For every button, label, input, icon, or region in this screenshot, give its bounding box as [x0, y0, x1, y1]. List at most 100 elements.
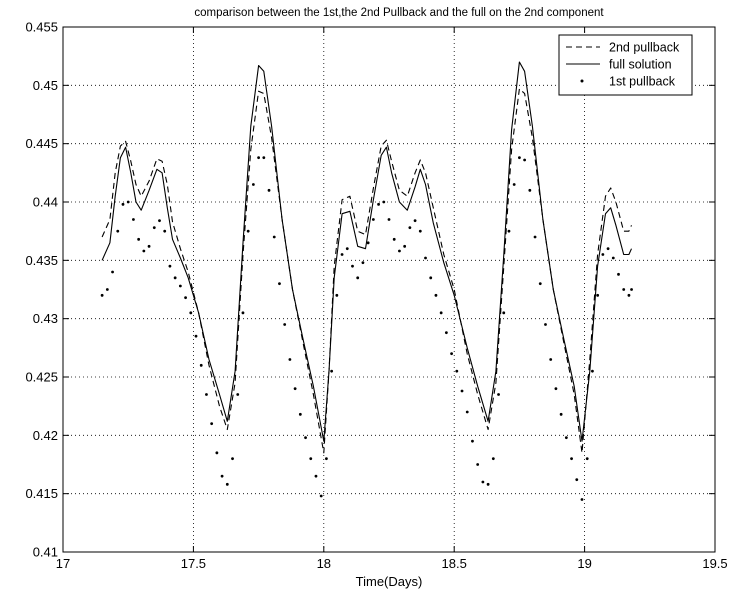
y-tick-label: 0.42	[33, 428, 58, 443]
data-point	[137, 237, 141, 241]
data-point	[152, 226, 156, 230]
data-point	[330, 369, 334, 373]
data-point	[392, 237, 396, 241]
data-point	[356, 276, 360, 280]
x-axis-label: Time(Days)	[356, 574, 423, 589]
data-point	[570, 457, 573, 461]
data-point	[126, 200, 130, 204]
legend-label: full solution	[609, 58, 672, 72]
legend-item-1st-pullback: 1st pullback	[580, 75, 676, 89]
data-point	[439, 311, 443, 315]
data-point	[231, 457, 234, 461]
data-point	[283, 323, 287, 326]
y-tick-label: 0.44	[33, 195, 58, 210]
data-point	[591, 369, 594, 373]
legend-item-full-solution: full solution	[566, 58, 672, 72]
data-point	[518, 156, 521, 160]
data-point	[189, 311, 193, 315]
data-point	[246, 229, 250, 233]
legend-label: 2nd pullback	[609, 41, 680, 55]
data-point	[158, 219, 161, 223]
y-tick-label: 0.435	[25, 253, 58, 268]
y-tick-label: 0.425	[25, 370, 58, 385]
data-point	[184, 296, 187, 300]
data-point	[465, 410, 469, 414]
data-point	[554, 387, 558, 391]
data-point	[251, 183, 255, 186]
legend-label: 1st pullback	[609, 75, 676, 89]
data-point	[585, 457, 589, 461]
data-point	[215, 451, 219, 455]
data-point	[236, 393, 240, 396]
data-point	[199, 363, 203, 367]
data-point	[476, 463, 480, 466]
data-point	[523, 158, 527, 162]
data-point	[298, 412, 302, 416]
data-point	[257, 156, 260, 160]
data-point	[351, 264, 354, 268]
data-point	[444, 331, 448, 335]
series-line-2nd-pullback	[101, 88, 633, 454]
data-point	[304, 436, 307, 440]
data-point	[549, 358, 553, 361]
data-point	[533, 235, 537, 239]
data-point	[486, 482, 490, 486]
chart-title: comparison between the 1st,the 2nd Pullb…	[194, 7, 604, 19]
data-point	[403, 244, 407, 248]
data-point	[622, 288, 626, 291]
data-point	[450, 352, 453, 356]
data-point	[564, 436, 568, 440]
data-point	[611, 256, 615, 260]
y-tick-label: 0.41	[33, 545, 58, 560]
data-point	[398, 249, 401, 253]
x-tick-label: 18.5	[442, 556, 467, 571]
y-tick-label: 0.455	[25, 20, 58, 35]
data-point	[319, 494, 323, 498]
data-point	[173, 276, 177, 280]
data-point	[371, 218, 375, 221]
y-tick-label: 0.415	[25, 486, 58, 501]
data-point	[142, 249, 146, 253]
data-point	[408, 226, 412, 230]
series-1st-pullback	[100, 156, 633, 501]
data-point	[606, 247, 610, 251]
data-point	[100, 293, 104, 297]
y-tick-label: 0.445	[25, 136, 58, 151]
data-point	[220, 474, 224, 478]
data-point	[418, 229, 422, 233]
legend: 2nd pullback full solution 1st pullback	[558, 34, 693, 96]
data-point	[580, 498, 584, 501]
data-point	[325, 457, 328, 461]
data-point	[168, 264, 172, 268]
data-point	[455, 369, 459, 373]
data-point	[377, 202, 380, 206]
data-point	[278, 282, 281, 286]
data-point	[424, 256, 427, 260]
y-tick-label: 0.45	[33, 78, 58, 93]
data-point	[507, 229, 511, 233]
data-point	[147, 244, 151, 248]
data-point	[178, 284, 182, 288]
data-point	[538, 282, 542, 286]
x-tick-label: 17	[56, 556, 70, 571]
data-point	[512, 183, 516, 186]
data-point	[387, 218, 391, 221]
data-point	[132, 218, 135, 221]
data-point	[429, 276, 433, 280]
data-point	[596, 293, 600, 297]
data-point	[491, 457, 495, 461]
data-point	[361, 261, 365, 265]
data-point	[267, 188, 271, 192]
data-point	[434, 293, 438, 297]
data-point	[382, 200, 386, 204]
data-point	[121, 202, 125, 206]
data-point	[627, 293, 631, 297]
data-point	[630, 288, 633, 291]
data-point	[335, 293, 339, 297]
data-point	[241, 311, 245, 315]
data-point	[413, 219, 417, 223]
data-point	[163, 229, 167, 233]
data-point	[559, 412, 563, 416]
data-point	[105, 288, 109, 291]
